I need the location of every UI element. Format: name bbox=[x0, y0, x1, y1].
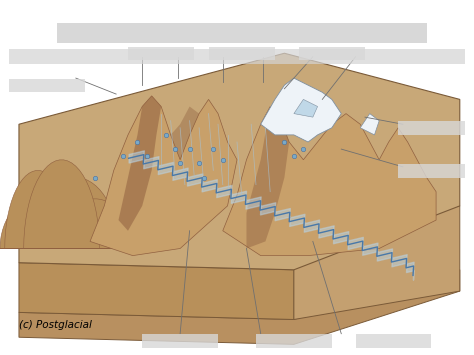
FancyBboxPatch shape bbox=[398, 164, 465, 178]
FancyBboxPatch shape bbox=[128, 47, 194, 60]
Polygon shape bbox=[57, 199, 133, 248]
Polygon shape bbox=[5, 170, 71, 248]
FancyBboxPatch shape bbox=[209, 47, 275, 60]
FancyBboxPatch shape bbox=[142, 334, 218, 348]
Polygon shape bbox=[360, 114, 379, 135]
Polygon shape bbox=[223, 106, 436, 256]
Polygon shape bbox=[261, 78, 341, 142]
Polygon shape bbox=[0, 192, 95, 248]
FancyBboxPatch shape bbox=[57, 23, 427, 43]
FancyBboxPatch shape bbox=[356, 334, 431, 348]
Text: (c) Postglacial: (c) Postglacial bbox=[19, 320, 92, 330]
FancyBboxPatch shape bbox=[9, 49, 465, 64]
Polygon shape bbox=[171, 106, 199, 160]
Polygon shape bbox=[118, 96, 161, 231]
Polygon shape bbox=[90, 96, 237, 256]
Polygon shape bbox=[294, 99, 318, 117]
FancyBboxPatch shape bbox=[299, 47, 365, 60]
Polygon shape bbox=[24, 160, 100, 248]
FancyBboxPatch shape bbox=[256, 334, 332, 348]
Polygon shape bbox=[19, 263, 294, 320]
FancyBboxPatch shape bbox=[398, 121, 465, 135]
Polygon shape bbox=[246, 106, 289, 248]
FancyBboxPatch shape bbox=[9, 79, 85, 92]
Polygon shape bbox=[19, 53, 460, 270]
Polygon shape bbox=[294, 206, 460, 320]
Polygon shape bbox=[19, 270, 460, 344]
Polygon shape bbox=[33, 178, 118, 248]
